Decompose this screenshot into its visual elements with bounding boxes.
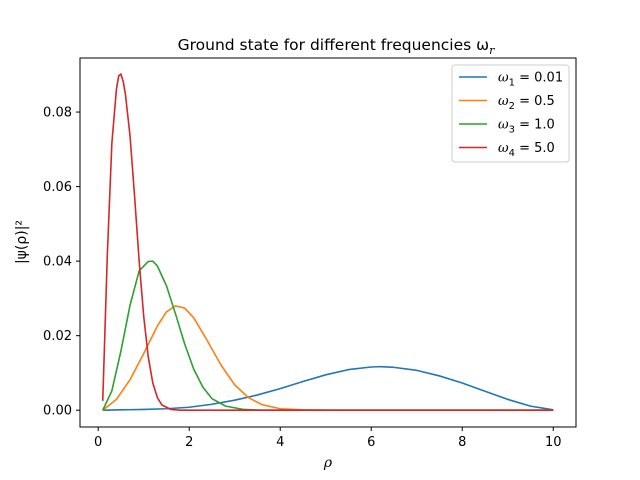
plot-area — [79, 57, 577, 428]
series-line-4 — [101, 73, 554, 412]
series-line-2 — [102, 305, 554, 412]
x-tick-label: 10 — [545, 435, 562, 450]
legend: ω1 = 0.01 ω2 = 0.5 ω3 = 1.0 ω4 = 5.0 — [451, 64, 570, 163]
y-axis: 0.00 0.02 0.04 0.06 0.08 — [43, 106, 80, 419]
x-tick-label: 0 — [94, 435, 102, 450]
x-tick-label: 6 — [367, 435, 375, 450]
series-line-3 — [102, 260, 554, 412]
y-tick-label: 0.06 — [43, 180, 72, 195]
x-tick-label: 8 — [458, 435, 466, 450]
y-tick-label: 0.08 — [43, 106, 72, 121]
legend-label-2: ω2 = 0.5 — [498, 94, 555, 112]
legend-label-4: ω4 = 5.0 — [498, 141, 555, 159]
y-tick-label: 0.00 — [43, 404, 72, 419]
x-axis: 0 2 4 6 8 10 — [94, 427, 562, 450]
x-tick-label: 2 — [185, 435, 193, 450]
legend-label-3: ω3 = 1.0 — [498, 118, 555, 136]
x-tick-label: 4 — [276, 435, 284, 450]
chart-title: Ground state for different frequencies ω… — [178, 36, 496, 57]
y-tick-label: 0.02 — [43, 329, 72, 344]
series-layer — [101, 73, 554, 412]
legend-label-1: ω1 = 0.01 — [498, 71, 563, 89]
y-tick-label: 0.04 — [43, 255, 72, 270]
series-line-1 — [102, 365, 554, 412]
y-axis-label: |ψ(ρ)|² — [14, 220, 30, 264]
x-axis-label: ρ — [323, 455, 333, 471]
legend-box — [451, 64, 570, 163]
